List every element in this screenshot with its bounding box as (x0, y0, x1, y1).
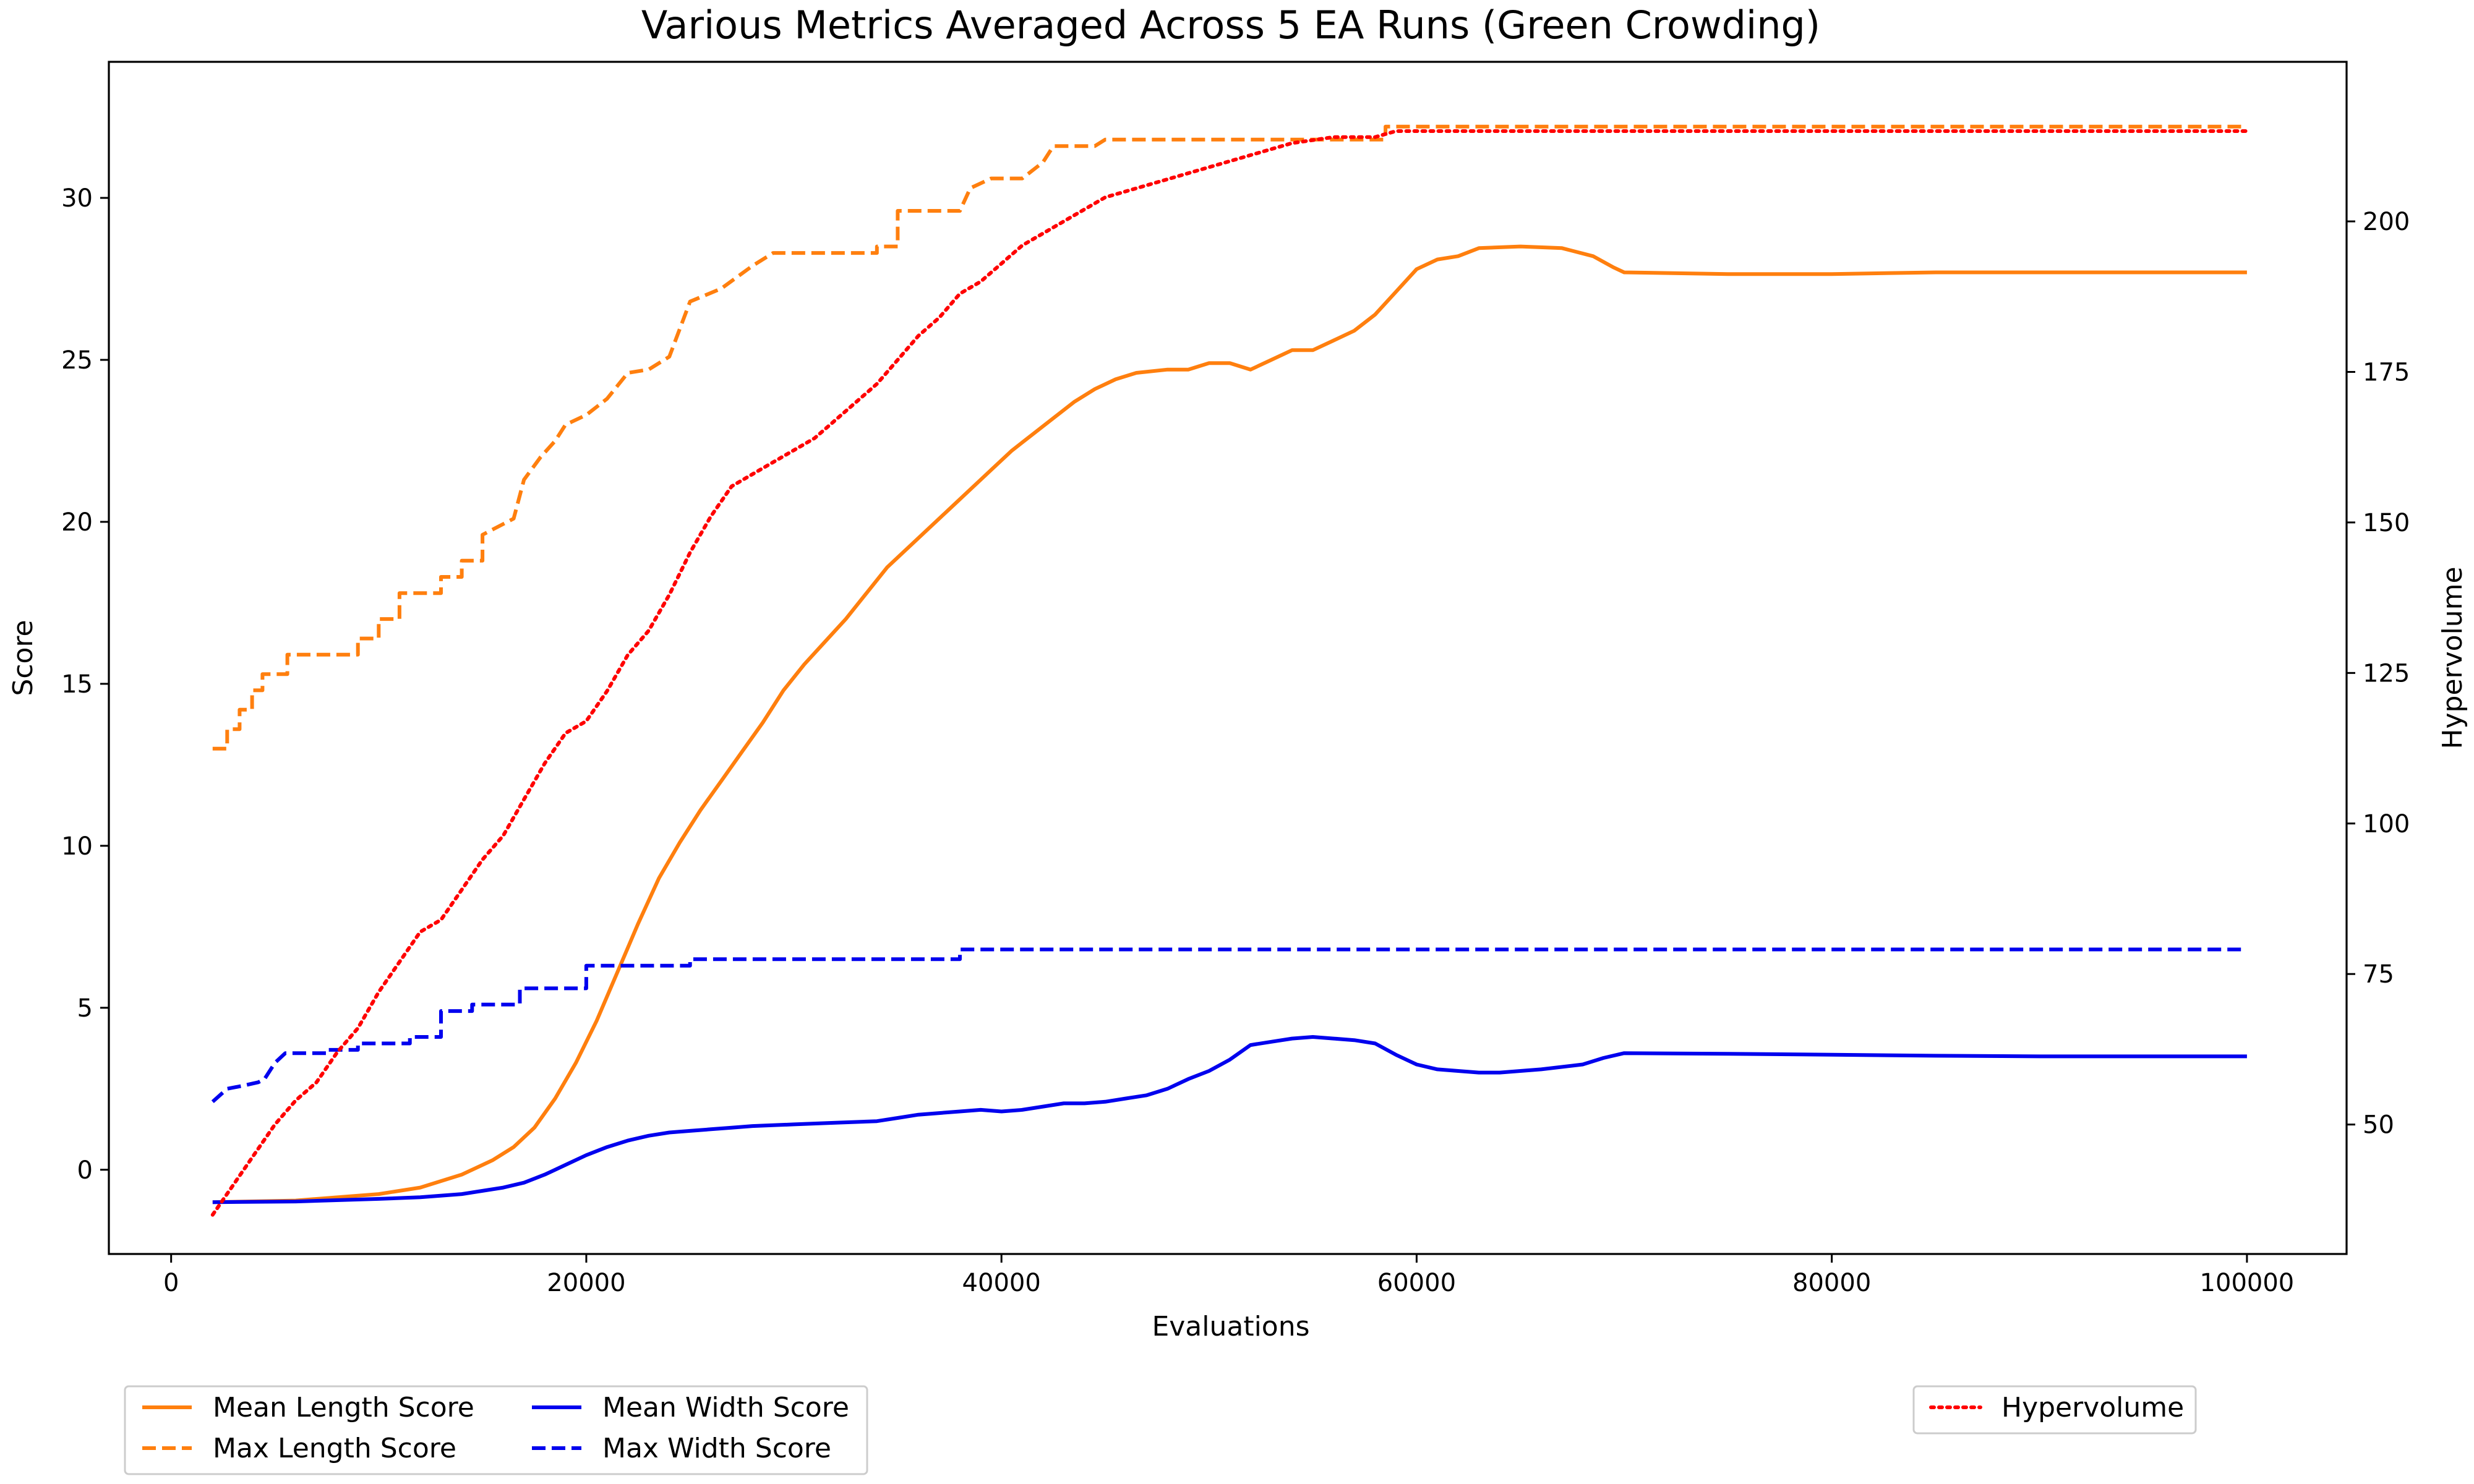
mean-width-score-line (212, 1035, 2247, 1205)
y-tick-label: 5 (77, 994, 93, 1023)
max-width-score-legend-label: Max Width Score (602, 1433, 831, 1464)
max-length-score-legend-label: Max Length Score (213, 1433, 456, 1464)
legend-left-frame (124, 1385, 868, 1475)
y2-tick-label: 200 (2363, 208, 2410, 236)
max-length-score-line (212, 124, 2247, 751)
y-tick-label: 30 (61, 184, 93, 213)
y-tick-label: 25 (61, 346, 93, 375)
y2-tick-label: 50 (2363, 1111, 2394, 1140)
legend-left: Mean Length Score Max Length Score Mean Wi… (124, 1385, 868, 1475)
max-width-score-line (211, 947, 2247, 1104)
y-tick-label: 0 (77, 1156, 93, 1185)
y-tick-label: 10 (61, 832, 93, 861)
x-tick-label: 0 (163, 1269, 179, 1297)
mean-width-score-legend-label: Mean Width Score (602, 1392, 849, 1423)
x-tick-label: 60000 (1377, 1269, 1456, 1297)
y2-tick-label: 175 (2363, 358, 2410, 386)
series-layer (210, 124, 2249, 1217)
plot-frame (108, 61, 2348, 1255)
y-axis-title: Score (7, 620, 39, 696)
hypervolume-legend-label: Hypervolume (2001, 1392, 2184, 1423)
ticks-layer: 0 20000 40000 60000 80000 100000 0 5 10 15 20 25 30 5… (61, 184, 2410, 1297)
x-tick-label: 40000 (962, 1269, 1041, 1297)
x-tick-label: 20000 (547, 1269, 625, 1297)
y2-tick-label: 150 (2363, 509, 2410, 537)
mean-length-score-legend-label: Mean Length Score (213, 1392, 474, 1423)
hypervolume-line (210, 129, 2249, 1217)
x-axis-title: Evaluations (1152, 1311, 1309, 1342)
mean-length-score-line (212, 244, 2247, 1205)
y2-tick-label: 125 (2363, 659, 2410, 688)
y-tick-label: 15 (61, 670, 93, 699)
y-tick-label: 20 (61, 508, 93, 537)
x-tick-label: 100000 (2200, 1269, 2295, 1297)
x-tick-label: 80000 (1792, 1269, 1871, 1297)
y2-tick-label: 100 (2363, 810, 2410, 838)
legend-right: Hypervolume (1912, 1385, 2197, 1435)
chart-title: Various Metrics Averaged Across 5 EA Run… (641, 2, 1820, 48)
y2-tick-label: 75 (2363, 960, 2394, 989)
legend-right-frame (1912, 1385, 2197, 1435)
y2-axis-title: Hypervolume (2437, 566, 2468, 749)
